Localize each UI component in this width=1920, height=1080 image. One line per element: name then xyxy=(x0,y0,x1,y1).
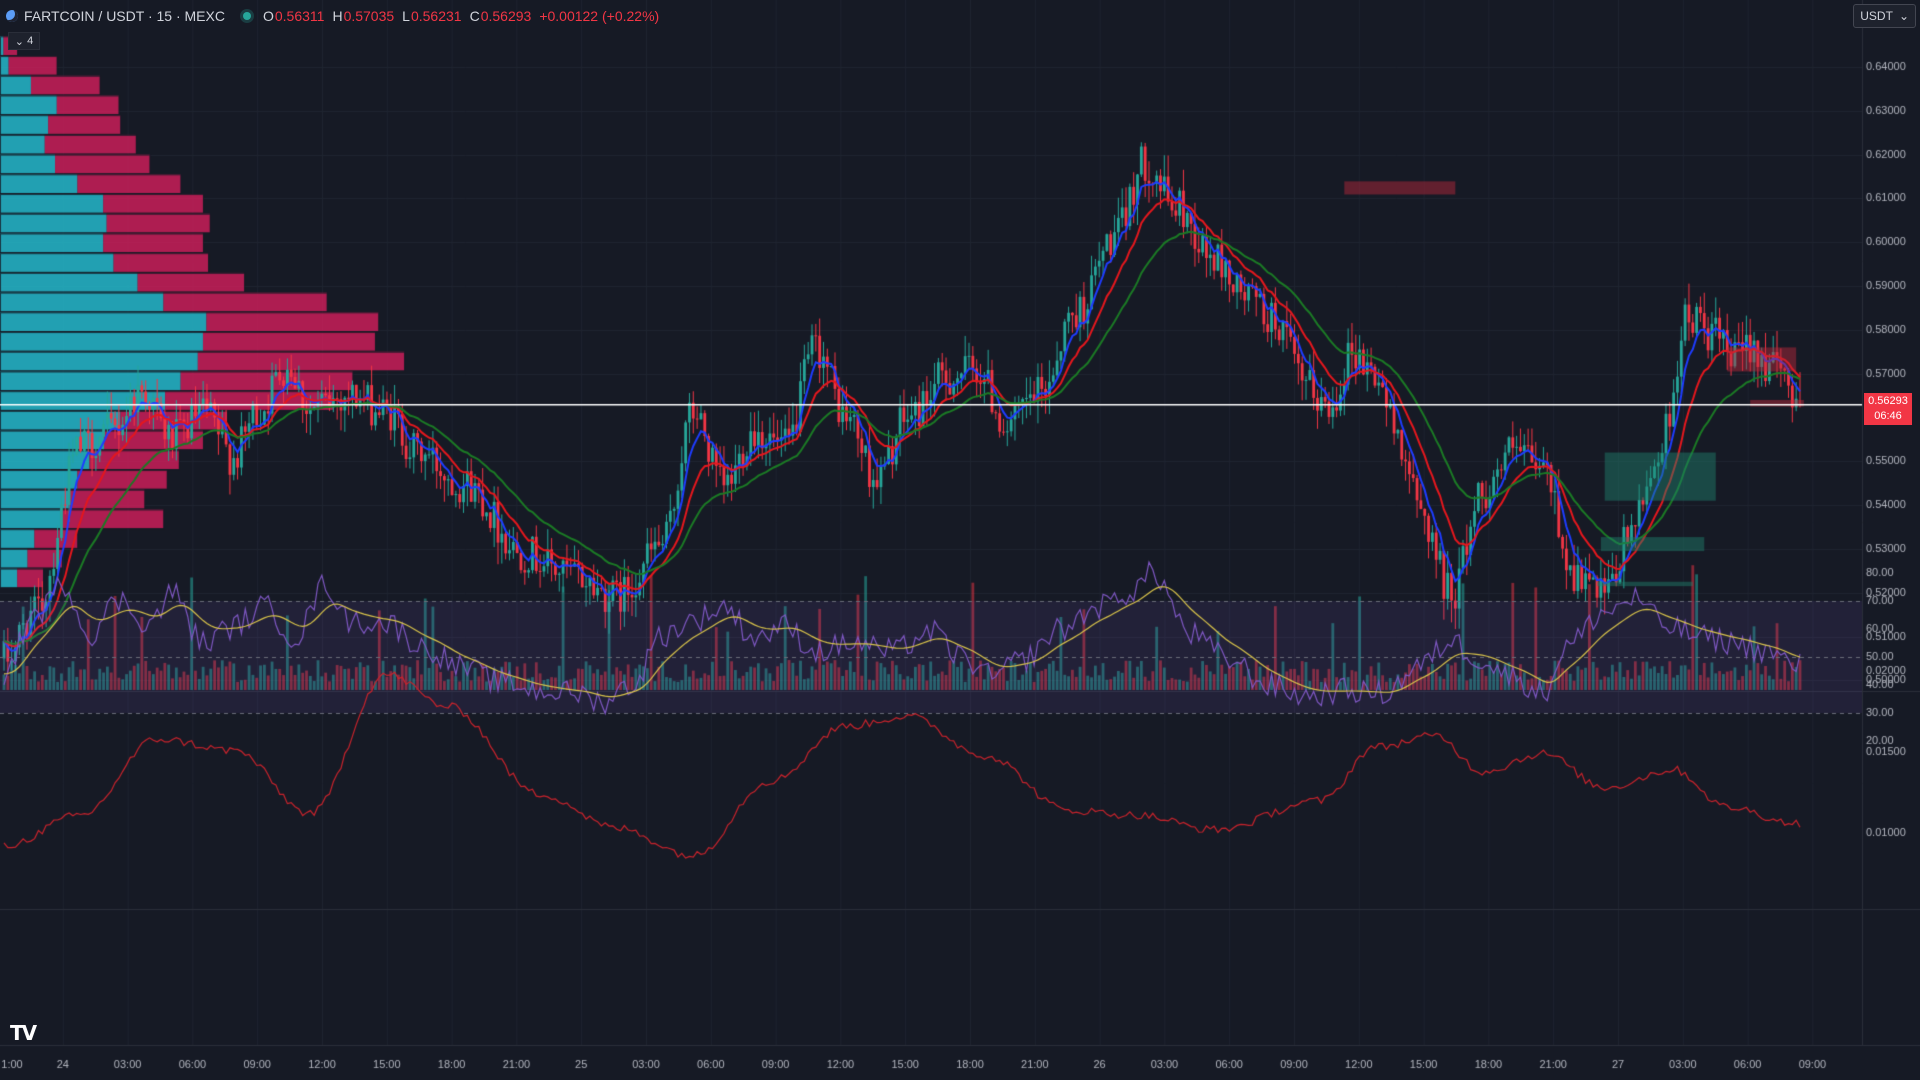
currency-select-button[interactable]: USDT ⌄ xyxy=(1853,4,1916,28)
indicators-collapse-button[interactable]: ⌄ 4 xyxy=(8,32,40,50)
ohlc-high: 0.57035 xyxy=(343,8,395,24)
price-change: +0.00122 (+0.22%) xyxy=(539,8,660,24)
indicator-count: 4 xyxy=(27,35,34,47)
bar-countdown: 06:46 xyxy=(1874,410,1902,422)
chevron-down-icon: ⌄ xyxy=(14,35,28,48)
symbol-title[interactable]: FARTCOIN / USDT · 15 · MEXC xyxy=(24,8,225,24)
currency-label: USDT xyxy=(1860,9,1893,23)
ohlc-open-key: O xyxy=(262,8,274,24)
tradingview-logo[interactable]: TV xyxy=(10,1021,37,1045)
ohlc-low: 0.56231 xyxy=(410,8,462,24)
ohlc-low-key: L xyxy=(402,8,410,24)
market-status-icon xyxy=(242,12,251,20)
last-price-value: 0.56293 xyxy=(1868,395,1908,407)
ohlc-close-key: C xyxy=(469,8,480,24)
ohlc-high-key: H xyxy=(332,8,343,24)
chevron-down-icon: ⌄ xyxy=(1898,9,1909,23)
coin-logo-icon xyxy=(6,10,18,22)
ohlc-close: 0.56293 xyxy=(480,8,532,24)
last-price-label: 0.56293 06:46 xyxy=(1864,393,1912,425)
ohlc-open: 0.56311 xyxy=(274,8,325,24)
symbol-header: FARTCOIN / USDT · 15 · MEXC O 0.56311 H 0.… xyxy=(6,4,667,28)
